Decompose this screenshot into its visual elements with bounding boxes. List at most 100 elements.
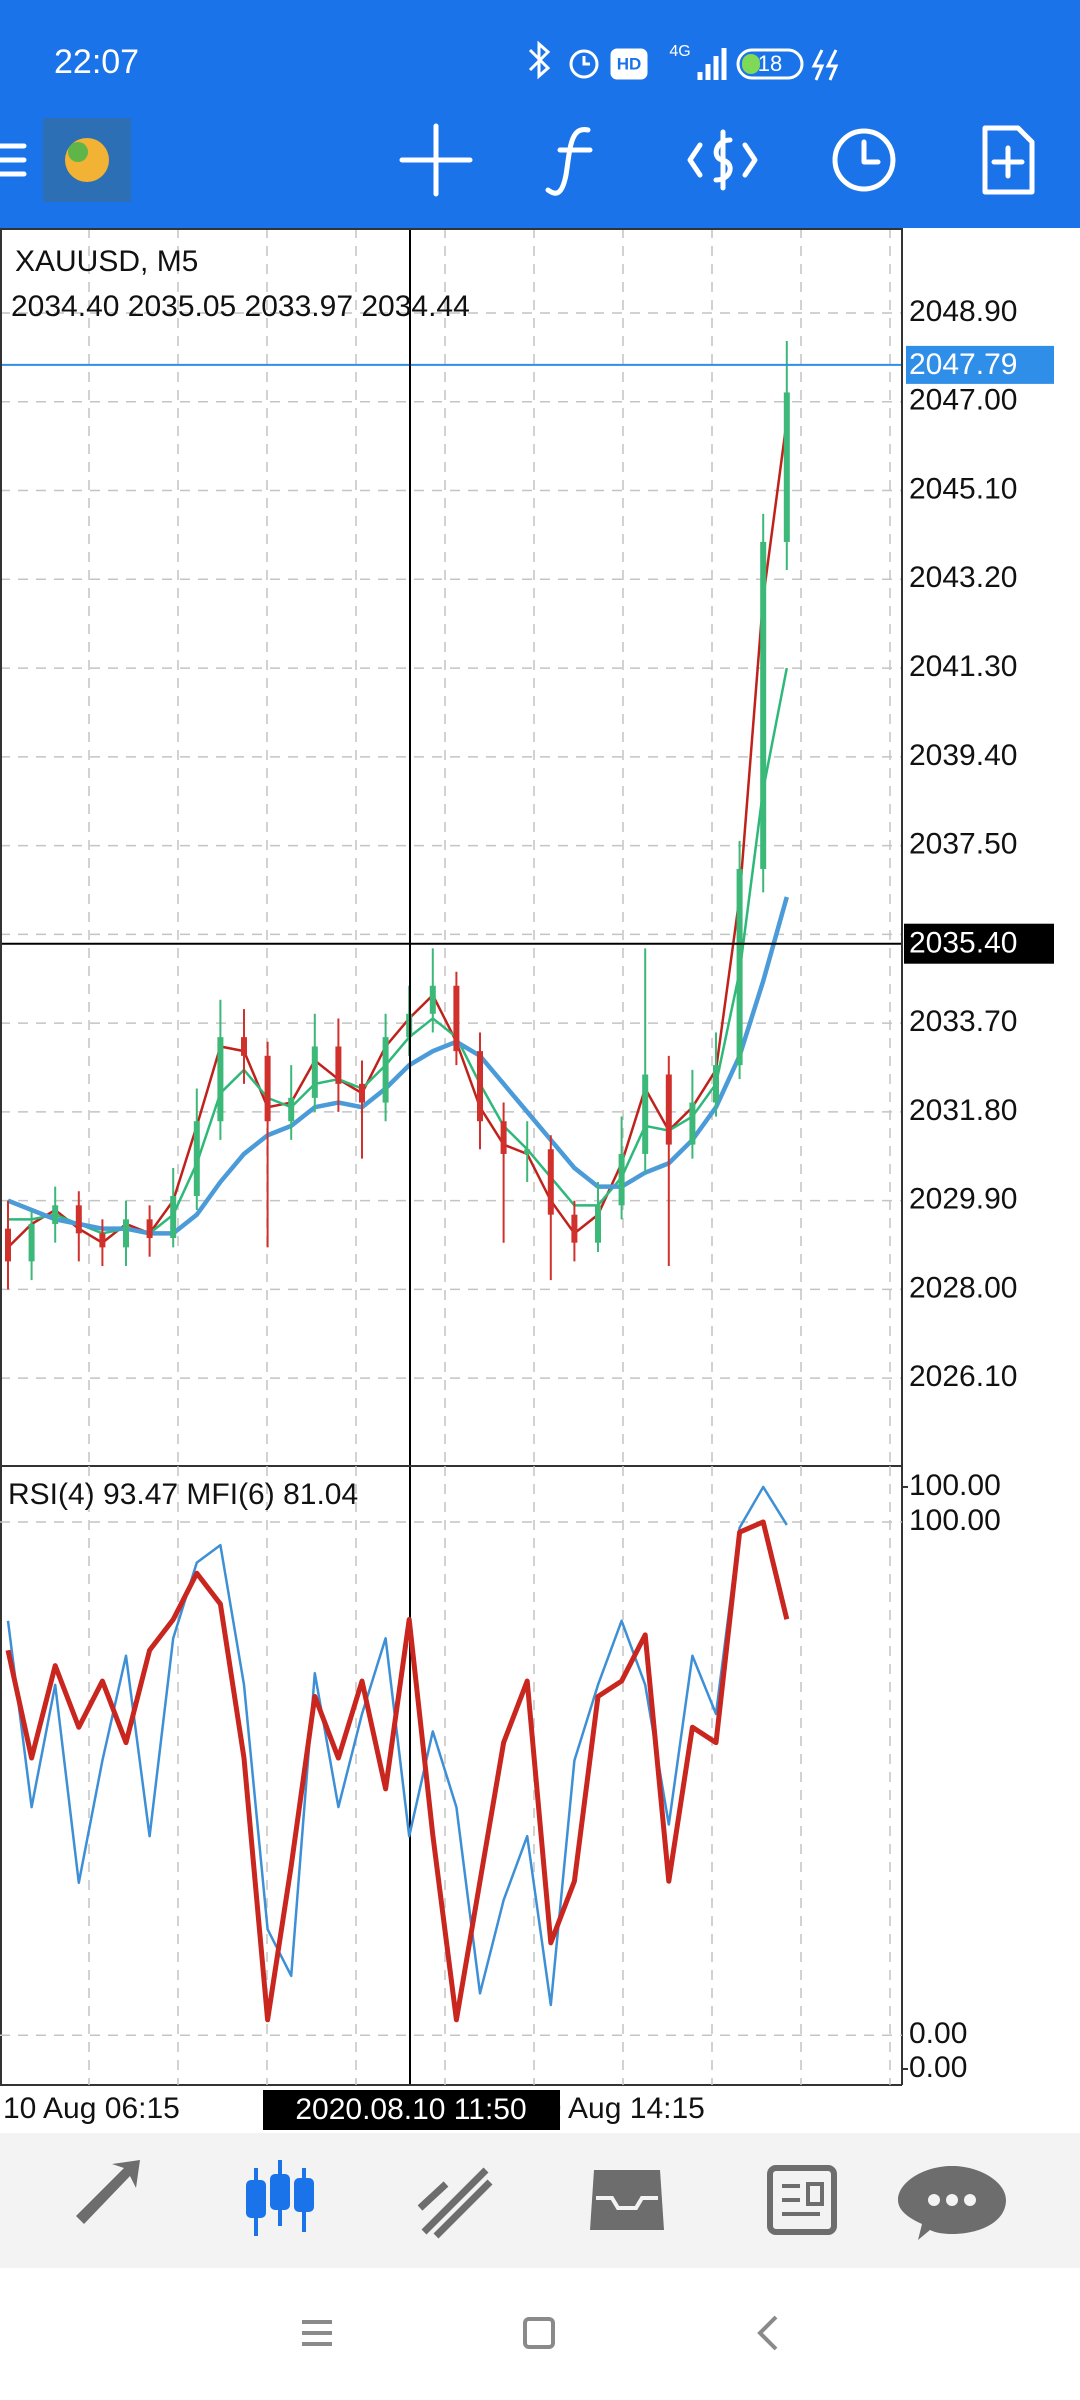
candle-body: [123, 1219, 129, 1248]
candle-body: [689, 1102, 696, 1145]
candle-body: [382, 1037, 389, 1103]
candle-body: [288, 1097, 295, 1122]
news-tab-lines: [782, 2182, 824, 2216]
news-tab[interactable]: [767, 2165, 837, 2235]
battery-label: 18: [758, 51, 782, 76]
status-time: 22:07: [54, 43, 139, 81]
toolbar: [0, 118, 1035, 202]
candle-body: [642, 1074, 649, 1154]
charging-icon: [811, 49, 839, 81]
new-order-button[interactable]: [982, 125, 1035, 195]
candle-body: [217, 1037, 224, 1122]
crosshair-price-box: [904, 923, 1054, 964]
y-tick-label: 2029.90: [909, 1183, 1017, 1216]
bottom-nav-icons: [76, 2160, 1006, 2240]
indicators-button[interactable]: [545, 127, 593, 196]
candle-body: [75, 1205, 82, 1234]
back-button[interactable]: [757, 2315, 778, 2351]
y-tick-label: 2048.90: [909, 295, 1017, 328]
y-tick-label: 2031.80: [909, 1094, 1017, 1127]
y-tick-label: 100.00: [909, 1504, 1001, 1537]
x-tick-label: 10 Aug 06:15: [3, 2092, 180, 2125]
candle-body: [146, 1219, 153, 1239]
candle-body: [335, 1046, 342, 1084]
y-tick-label: 2045.10: [909, 472, 1017, 505]
candle-body: [618, 1153, 625, 1206]
y-tick-label: 2028.00: [909, 1271, 1017, 1304]
candle-body: [595, 1205, 601, 1243]
y-tick-label: 0.00: [909, 2017, 967, 2050]
y-tick-label: 2026.10: [909, 1360, 1017, 1393]
chat-dot: [928, 2194, 940, 2206]
home-button[interactable]: [523, 2317, 555, 2349]
candle-body: [99, 1233, 106, 1248]
candle-body: [500, 1121, 507, 1154]
candle-body: [311, 1046, 318, 1098]
candle-body: [170, 1195, 177, 1239]
candle-body: [241, 1037, 247, 1056]
current-price-label: 2047.79: [909, 348, 1017, 381]
candle-body: [453, 985, 460, 1052]
history-tab[interactable]: [590, 2170, 664, 2230]
y-tick-label: 2039.40: [909, 739, 1017, 772]
y-tick-label: 2033.70: [909, 1005, 1017, 1038]
hd-badge: [610, 48, 648, 80]
candle-body: [736, 868, 743, 1066]
candle-body: [547, 1149, 554, 1215]
candle-body: [713, 1065, 719, 1103]
status-icons: [528, 40, 839, 81]
chart-tab[interactable]: [246, 2160, 314, 2236]
chat-dot: [946, 2194, 958, 2206]
quotes-tab[interactable]: [76, 2160, 140, 2224]
moving-average: [8, 667, 789, 1235]
logo-mark-2: [68, 142, 88, 162]
oscillator-line: [5, 1519, 790, 2023]
alarm-icon: [569, 49, 599, 79]
recents-button[interactable]: [302, 2320, 332, 2346]
current-price-box: [906, 345, 1054, 384]
moving-average: [7, 420, 789, 1249]
period-hand: [861, 139, 881, 165]
candle-body: [665, 1074, 672, 1145]
alarm-hand: [582, 56, 590, 66]
candle-body: [52, 1205, 59, 1225]
y-tick-label: 100.00: [909, 1469, 1001, 1502]
candle-body: [429, 985, 436, 1014]
y-tick-label: 0.00: [909, 2051, 967, 2084]
battery-icon: [736, 48, 804, 80]
trade-tab[interactable]: [417, 2167, 493, 2239]
chat-dot: [964, 2194, 976, 2206]
signal-icon: [697, 48, 727, 80]
candle-body: [359, 1083, 365, 1103]
y-tick-label: 2041.30: [909, 650, 1017, 683]
chart-area: 2026.10 2028.00 2029.90 2031.80 2033.70 2037.…: [0, 228, 1054, 2130]
ohlc-label: 2034.40 2035.05 2033.97 2034.44: [11, 290, 470, 323]
candle-body: [571, 1214, 578, 1243]
crosshair-time-box: [263, 2090, 560, 2130]
candle-body: [477, 1051, 483, 1122]
candle-body: [760, 541, 767, 869]
crosshair-price-label: 2035.40: [909, 927, 1017, 960]
indicator-title: RSI(4) 93.47 MFI(6) 81.04: [8, 1478, 358, 1511]
period-button[interactable]: [832, 128, 896, 192]
bluetooth-icon: [528, 40, 551, 80]
menu-button[interactable]: [0, 143, 27, 177]
candle-body: [28, 1224, 35, 1262]
app-bar: [0, 0, 1080, 228]
crosshair-time-label: 2020.08.10 11:50: [295, 2093, 526, 2126]
moving-average: [7, 896, 789, 1236]
hd-label: HD: [617, 54, 642, 73]
candle-body: [264, 1055, 271, 1122]
trade-button[interactable]: [687, 129, 758, 191]
y-tick-label: 2043.20: [909, 561, 1017, 594]
candle-body: [524, 1149, 531, 1154]
candle-body: [5, 1228, 11, 1262]
system-nav: [302, 2315, 778, 2351]
history-tab-tray: [596, 2196, 658, 2210]
crosshair-button[interactable]: [399, 123, 473, 197]
battery-level: [742, 54, 760, 74]
candle-body: [193, 1121, 200, 1196]
oscillator-line: [6, 1485, 788, 2007]
